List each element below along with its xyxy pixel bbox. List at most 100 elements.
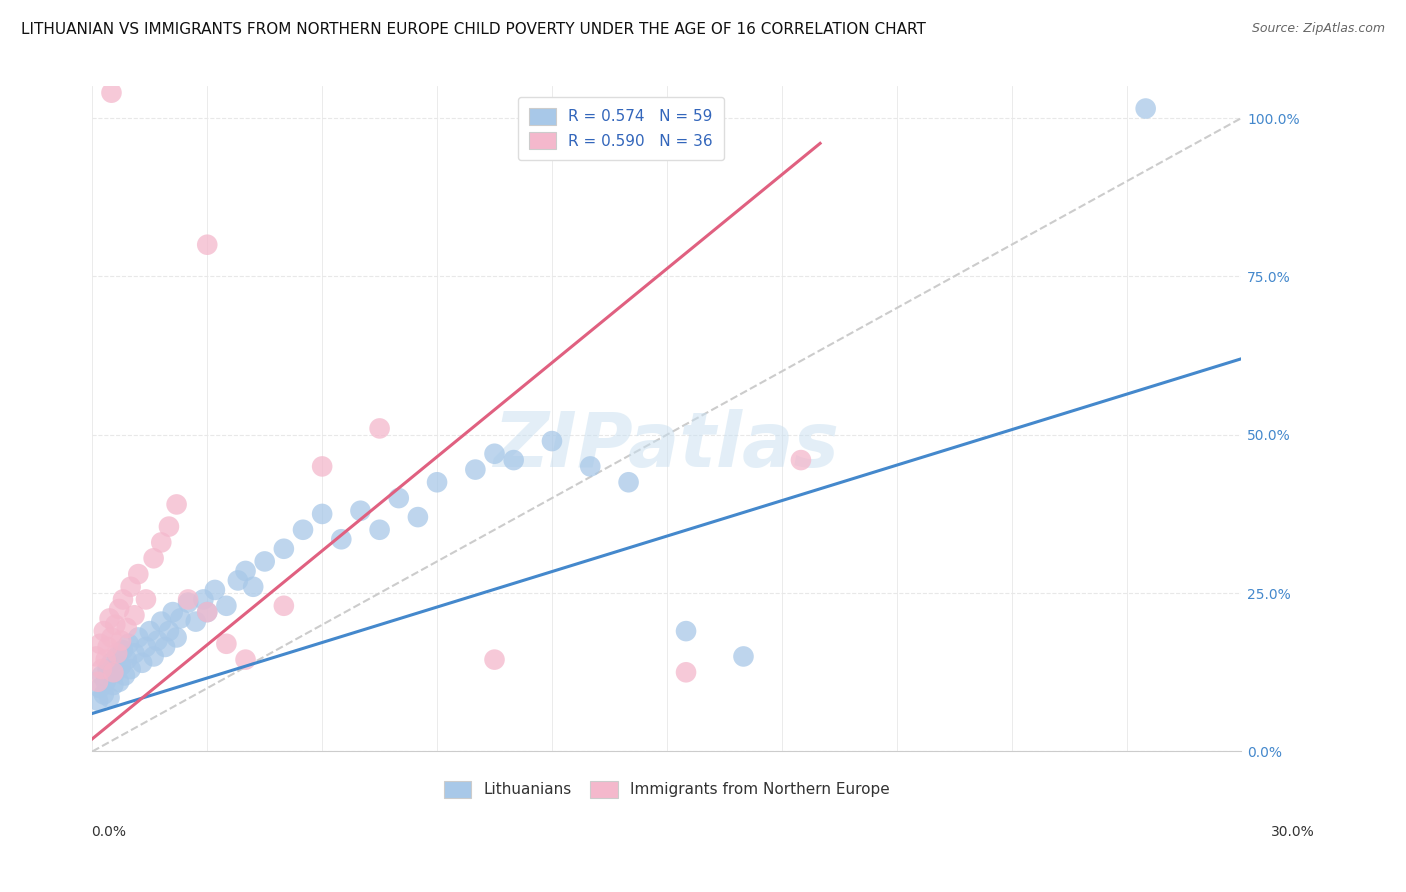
Point [153,640,176,654]
Point [406,510,429,524]
Point [118,637,141,651]
Point [100,656,122,670]
Point [104,617,127,632]
Point [97,640,120,654]
Point [93,624,115,639]
Point [120,662,142,676]
Point [541,434,564,448]
Point [97,662,120,676]
Point [195,237,218,252]
Point [87,674,110,689]
Point [94,674,117,689]
Point [426,475,449,490]
Point [1135,102,1157,116]
Point [215,599,238,613]
Point [502,453,524,467]
Point [675,665,697,680]
Point [349,504,371,518]
Point [146,633,169,648]
Point [169,611,191,625]
Point [150,535,173,549]
Point [484,652,506,666]
Point [127,567,149,582]
Point [235,564,257,578]
Point [177,596,200,610]
Point [103,678,125,692]
Point [98,611,121,625]
Point [166,631,188,645]
Point [120,580,142,594]
Point [215,637,238,651]
Point [87,694,110,708]
Point [311,459,333,474]
Point [388,491,411,505]
Point [184,615,207,629]
Point [193,592,215,607]
Text: 0.0%: 0.0% [91,825,127,839]
Point [157,624,180,639]
Point [89,637,111,651]
Point [108,602,131,616]
Point [195,605,218,619]
Point [204,582,226,597]
Point [675,624,697,639]
Point [127,631,149,645]
Point [90,668,112,682]
Point [135,592,157,607]
Point [177,592,200,607]
Point [84,649,107,664]
Point [89,681,111,695]
Point [93,688,115,702]
Point [111,643,134,657]
Point [124,608,146,623]
Point [195,605,218,619]
Point [100,86,122,100]
Text: LITHUANIAN VS IMMIGRANTS FROM NORTHERN EUROPE CHILD POVERTY UNDER THE AGE OF 16 : LITHUANIAN VS IMMIGRANTS FROM NORTHERN E… [21,22,927,37]
Point [166,497,188,511]
Point [617,475,640,490]
Point [110,633,132,648]
Point [135,640,157,654]
Point [790,453,813,467]
Point [124,646,146,660]
Point [253,554,276,568]
Point [115,621,138,635]
Point [142,649,165,664]
Point [94,652,117,666]
Point [105,646,128,660]
Point [139,624,162,639]
Point [579,459,602,474]
Point [273,541,295,556]
Text: ZIPatlas: ZIPatlas [494,409,839,483]
Point [464,462,486,476]
Point [115,652,138,666]
Point [98,690,121,705]
Point [273,599,295,613]
Point [157,519,180,533]
Point [105,649,128,664]
Point [100,631,122,645]
Point [162,605,184,619]
Point [368,421,391,435]
Point [242,580,264,594]
Point [110,659,132,673]
Point [311,507,333,521]
Point [150,615,173,629]
Point [235,652,257,666]
Point [114,668,136,682]
Point [368,523,391,537]
Point [103,665,125,680]
Point [330,533,353,547]
Point [226,574,249,588]
Point [131,656,153,670]
Text: 30.0%: 30.0% [1271,825,1315,839]
Point [484,447,506,461]
Legend: Lithuanians, Immigrants from Northern Europe: Lithuanians, Immigrants from Northern Eu… [437,775,896,804]
Point [292,523,315,537]
Point [733,649,755,664]
Point [111,592,134,607]
Text: Source: ZipAtlas.com: Source: ZipAtlas.com [1251,22,1385,36]
Point [142,551,165,566]
Point [90,662,112,676]
Point [108,674,131,689]
